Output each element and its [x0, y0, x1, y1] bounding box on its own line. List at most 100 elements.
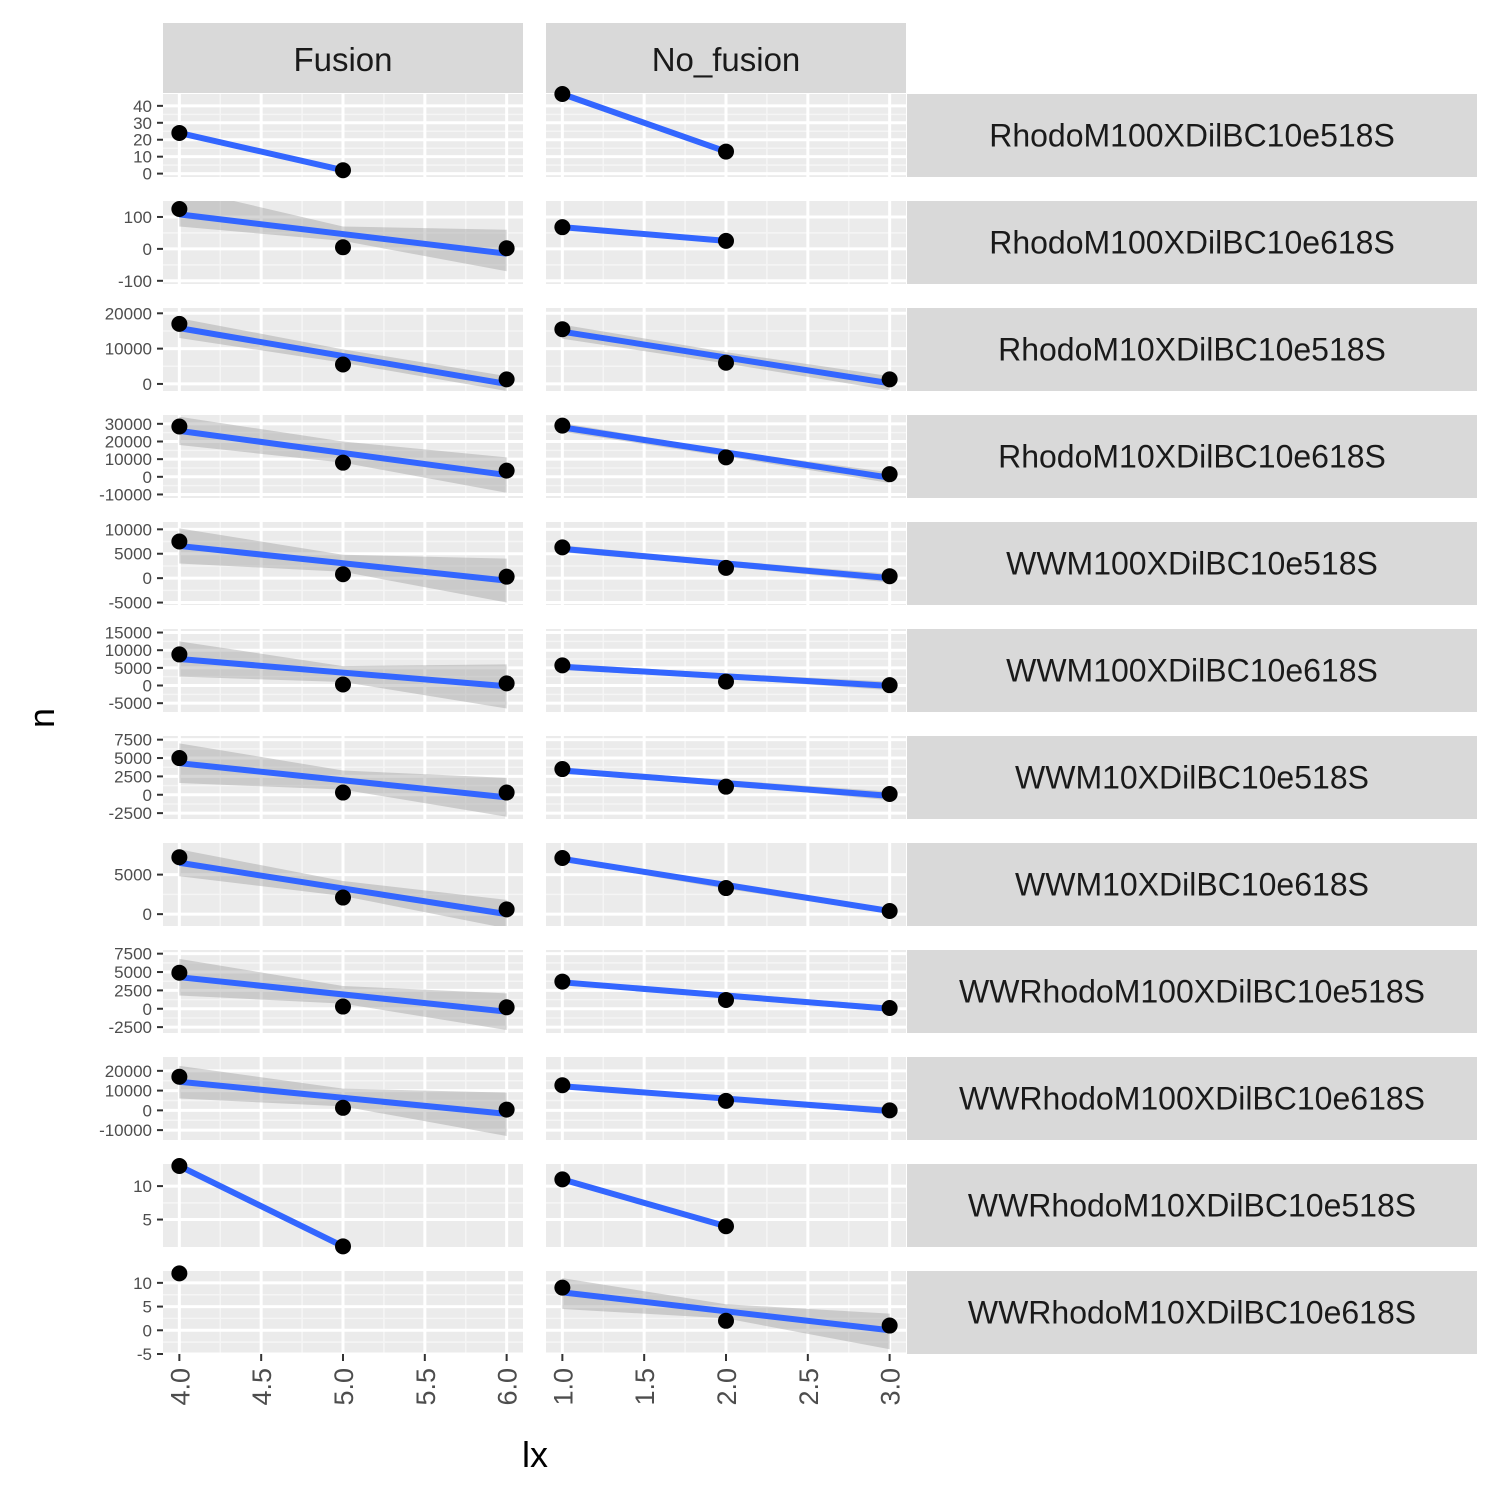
panel-no-fusion-wwrhodom10xdilbc10e518s: [546, 1164, 906, 1247]
data-point: [718, 880, 734, 896]
x-tick-label: 1.0: [548, 1368, 578, 1406]
data-point: [554, 974, 570, 990]
y-tick-label: 10: [133, 1177, 152, 1196]
y-tick-label: 7500: [114, 945, 152, 964]
x-tick-label: 4.0: [165, 1368, 195, 1406]
data-point: [882, 1102, 898, 1118]
row-strip-wwrhodom100xdilbc10e618s: WWRhodoM100XDilBC10e618S: [907, 1057, 1477, 1140]
y-tick-label: -10000: [99, 1121, 152, 1140]
data-point: [335, 162, 351, 178]
x-axis-title: lx: [522, 1434, 548, 1475]
data-point: [718, 674, 734, 690]
facet-row-rhodom10xdilbc10e518s: 01000020000RhodoM10XDilBC10e518S: [105, 304, 1477, 394]
data-point: [882, 466, 898, 482]
row-strip-label: RhodoM100XDilBC10e618S: [989, 225, 1395, 261]
y-tick-label: -5: [137, 1345, 152, 1364]
y-tick-label: 5000: [114, 866, 152, 885]
panel-fusion-rhodom10xdilbc10e618s: [163, 415, 523, 498]
y-tick-label: 0: [143, 165, 152, 184]
y-tick-label: 2500: [114, 767, 152, 786]
data-point: [335, 566, 351, 582]
data-point: [718, 992, 734, 1008]
data-point: [554, 1280, 570, 1296]
panel-no-fusion-wwrhodom100xdilbc10e518s: [546, 950, 906, 1033]
data-point: [882, 786, 898, 802]
panel-fusion-wwm10xdilbc10e618s: [163, 843, 523, 928]
row-strip-wwrhodom10xdilbc10e518s: WWRhodoM10XDilBC10e518S: [907, 1164, 1477, 1247]
column-strip-fusion-label: Fusion: [293, 41, 392, 78]
x-tick-label: 6.0: [493, 1368, 523, 1406]
data-point: [554, 761, 570, 777]
data-point: [718, 355, 734, 371]
panel-fusion-rhodom100xdilbc10e618s: [163, 188, 523, 284]
y-tick-label: 0: [143, 1000, 152, 1019]
panel-fusion-wwrhodom10xdilbc10e618s: [163, 1265, 523, 1354]
data-point: [718, 449, 734, 465]
y-tick-label: 10: [133, 1274, 152, 1293]
data-point: [718, 1218, 734, 1234]
row-strip-label: WWRhodoM100XDilBC10e618S: [959, 1081, 1425, 1117]
data-point: [882, 677, 898, 693]
y-tick-label: 5000: [114, 963, 152, 982]
data-point: [499, 1102, 515, 1118]
row-strip-label: WWRhodoM10XDilBC10e618S: [968, 1295, 1416, 1331]
y-tick-label: 0: [143, 905, 152, 924]
data-point: [554, 539, 570, 555]
facet-row-wwm10xdilbc10e518s: -25000250050007500WWM10XDilBC10e518S: [109, 731, 1477, 823]
data-point: [499, 999, 515, 1015]
y-tick-label: 2500: [114, 981, 152, 1000]
y-tick-label: 30: [133, 114, 152, 133]
panel-no-fusion-rhodom10xdilbc10e518s: [546, 308, 906, 391]
data-point: [171, 125, 187, 141]
data-point: [554, 219, 570, 235]
data-point: [554, 418, 570, 434]
data-point: [171, 965, 187, 981]
data-point: [499, 463, 515, 479]
data-point: [335, 455, 351, 471]
panel-fusion-wwrhodom100xdilbc10e618s: [163, 1057, 523, 1140]
y-tick-label: -10000: [99, 485, 152, 504]
y-tick-label: 20000: [105, 1062, 152, 1081]
facet-row-wwm100xdilbc10e518s: -50000500010000WWM100XDilBC10e518S: [105, 520, 1477, 612]
x-tick-label: 5.5: [411, 1368, 441, 1406]
data-point: [171, 646, 187, 662]
y-tick-label: 0: [143, 677, 152, 696]
data-point: [554, 321, 570, 337]
data-point: [335, 999, 351, 1015]
y-tick-label: 20: [133, 131, 152, 150]
y-tick-label: 5000: [114, 545, 152, 564]
data-point: [335, 785, 351, 801]
data-point: [882, 1000, 898, 1016]
row-strip-wwm100xdilbc10e518s: WWM100XDilBC10e518S: [907, 522, 1477, 605]
panel-no-fusion-rhodom10xdilbc10e618s: [546, 415, 906, 498]
y-tick-label: 30000: [105, 415, 152, 434]
panel-no-fusion-wwm100xdilbc10e618s: [546, 629, 906, 712]
data-point: [171, 418, 187, 434]
y-tick-label: 0: [143, 569, 152, 588]
x-tick-label: 1.5: [630, 1368, 660, 1406]
y-tick-label: -2500: [109, 804, 152, 823]
y-axis-title: n: [21, 708, 62, 728]
row-strip-rhodom100xdilbc10e618s: RhodoM100XDilBC10e618S: [907, 201, 1477, 284]
panel-no-fusion-wwm100xdilbc10e518s: [546, 522, 906, 605]
y-tick-label: 10000: [105, 340, 152, 359]
data-point: [171, 316, 187, 332]
row-strip-label: RhodoM10XDilBC10e518S: [998, 332, 1386, 368]
panel-fusion-rhodom10xdilbc10e518s: [163, 308, 523, 391]
column-strip-no-fusion: No_fusion: [546, 23, 906, 93]
data-point: [718, 144, 734, 160]
data-point: [499, 901, 515, 917]
facet-row-wwrhodom10xdilbc10e518s: 510WWRhodoM10XDilBC10e518S: [133, 1158, 1477, 1254]
row-strip-label: RhodoM100XDilBC10e518S: [989, 118, 1395, 154]
row-strip-rhodom10xdilbc10e518s: RhodoM10XDilBC10e518S: [907, 308, 1477, 391]
data-point: [335, 890, 351, 906]
column-strip-fusion: Fusion: [163, 23, 523, 93]
y-tick-label: 7500: [114, 731, 152, 750]
panel-fusion-wwm100xdilbc10e618s: [163, 629, 523, 712]
panel-no-fusion-rhodom100xdilbc10e518s: [546, 86, 906, 177]
y-tick-label: 0: [143, 1321, 152, 1340]
x-tick-label: 4.5: [247, 1368, 277, 1406]
